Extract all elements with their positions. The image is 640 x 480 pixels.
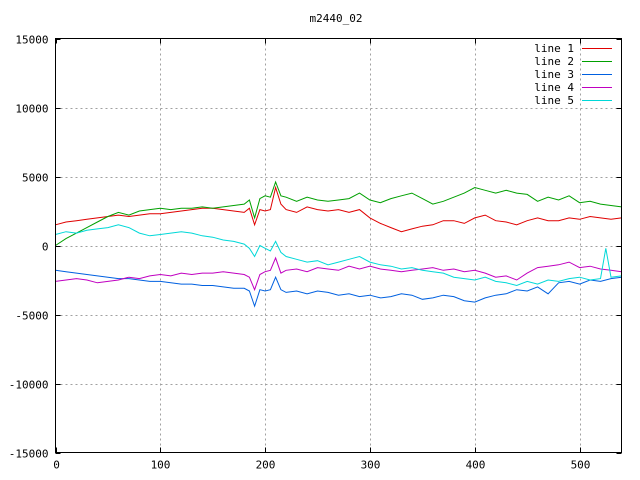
x-tick-label: 500 [571, 459, 591, 472]
chart-title: m2440_02 [310, 12, 363, 25]
legend-label-3: line 3 [534, 68, 574, 81]
x-tick-label: 300 [361, 459, 381, 472]
y-tick-label: 5000 [22, 172, 49, 185]
x-tick-label: 0 [53, 459, 60, 472]
y-tick-label: 0 [42, 241, 49, 254]
y-tick-label: -5000 [15, 310, 48, 323]
series-line-1 [55, 185, 622, 233]
y-tick-label: 10000 [15, 103, 48, 116]
grid-layer [55, 38, 622, 453]
x-tick-label: 400 [466, 459, 486, 472]
y-tick-label: -15000 [9, 448, 49, 461]
y-tick-label: 15000 [15, 34, 48, 47]
legend-label-5: line 5 [534, 94, 574, 107]
legend-label-1: line 1 [534, 42, 574, 55]
series-layer [55, 180, 622, 308]
tick-layer: 0 100 200 300 400 500 -15000 -10000 -5000 0 5000 10… [9, 34, 622, 472]
series-line-3 [55, 269, 622, 308]
x-tick-label: 100 [151, 459, 171, 472]
series-line-4 [55, 256, 622, 292]
x-tick-label: 200 [256, 459, 276, 472]
series-line-5 [55, 224, 622, 287]
y-tick-label: -10000 [9, 379, 49, 392]
series-line-2 [55, 180, 622, 246]
legend-label-4: line 4 [534, 81, 574, 94]
legend-label-2: line 2 [534, 55, 574, 68]
plot-frame [55, 38, 622, 453]
